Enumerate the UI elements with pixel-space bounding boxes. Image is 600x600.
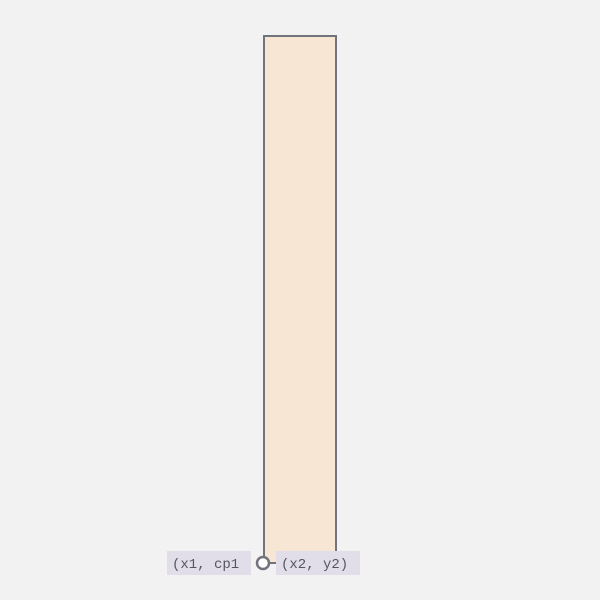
tall-bar-shape[interactable] xyxy=(263,35,337,564)
left-point-label: (x1, cp1 xyxy=(172,557,239,573)
right-label-background xyxy=(276,551,360,575)
right-point-label: (x2, y2) xyxy=(281,557,348,573)
left-label-background xyxy=(167,551,251,575)
circle-handle-icon[interactable] xyxy=(255,555,271,571)
